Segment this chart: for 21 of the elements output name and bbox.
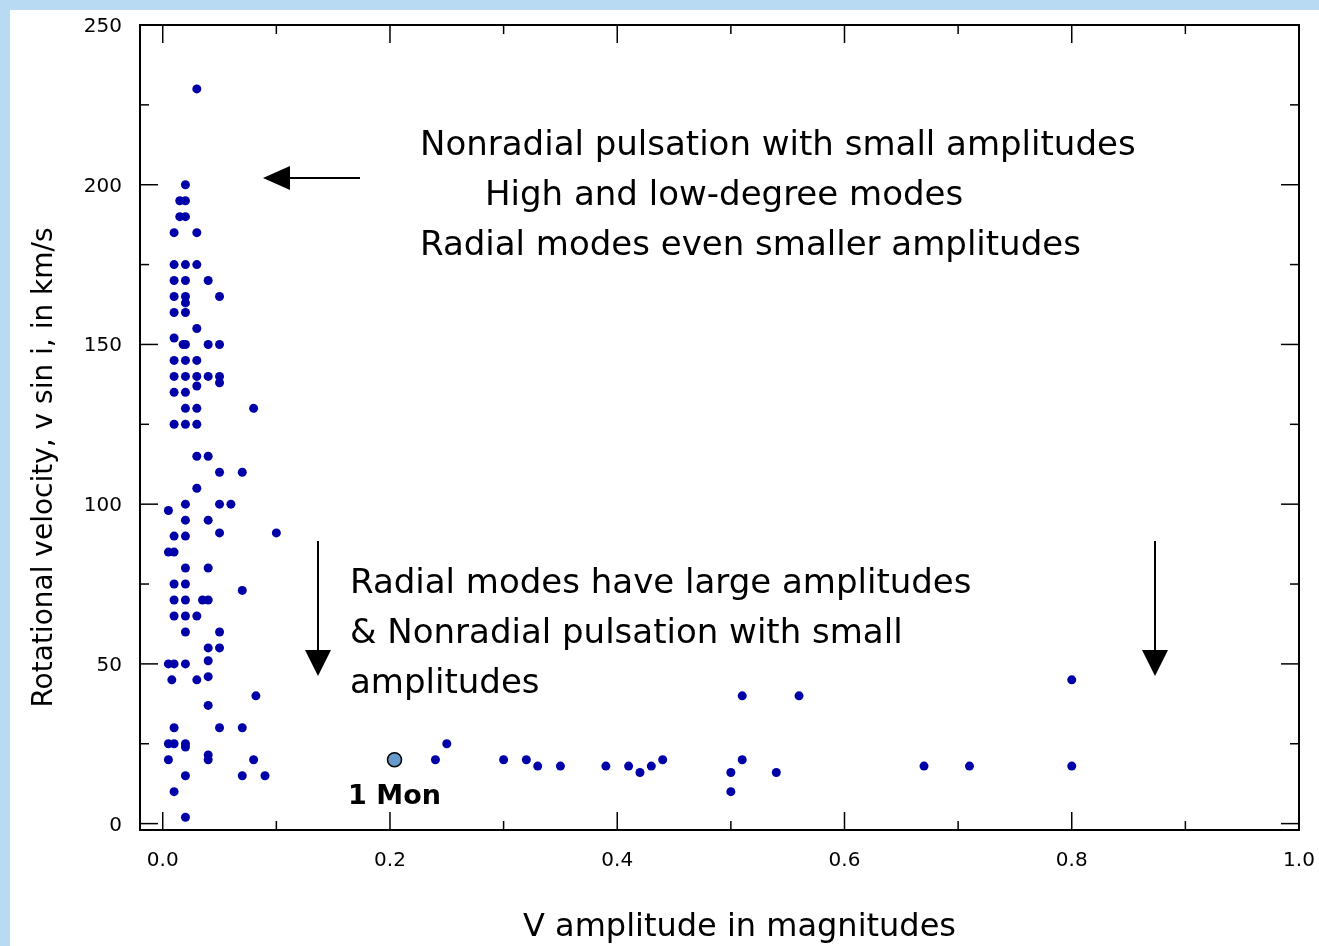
annotation: Nonradial pulsation with small amplitudes — [420, 123, 1136, 163]
y-tick-label: 250 — [83, 13, 122, 37]
annotation: 1 Mon — [348, 778, 441, 810]
annotation: Radial modes have large amplitudes — [350, 561, 972, 601]
y-tick-label: 0 — [109, 811, 122, 836]
y-axis-title: Rotational velocity, v sin i, in km/s — [26, 227, 59, 708]
annotation: amplitudes — [350, 661, 540, 701]
y-tick-label: 150 — [83, 332, 122, 357]
x-tick-label: 0.8 — [1055, 847, 1088, 871]
x-tick-label: 0.6 — [828, 847, 861, 871]
x-axis-title: V amplitude in magnitudes — [522, 906, 957, 944]
x-tick-label: 0.2 — [374, 847, 406, 871]
x-tick-label: 1.0 — [1283, 847, 1315, 871]
annotation: Radial modes even smaller amplitudes — [420, 223, 1081, 263]
x-tick-label: 0.4 — [601, 847, 634, 871]
y-tick-label: 50 — [96, 651, 122, 676]
annotation: & Nonradial pulsation with small — [350, 611, 903, 651]
annotation: High and low-degree modes — [485, 173, 964, 213]
x-tick-label: 0.0 — [146, 847, 179, 871]
y-tick-label: 200 — [83, 172, 122, 197]
y-tick-label: 100 — [83, 492, 122, 517]
